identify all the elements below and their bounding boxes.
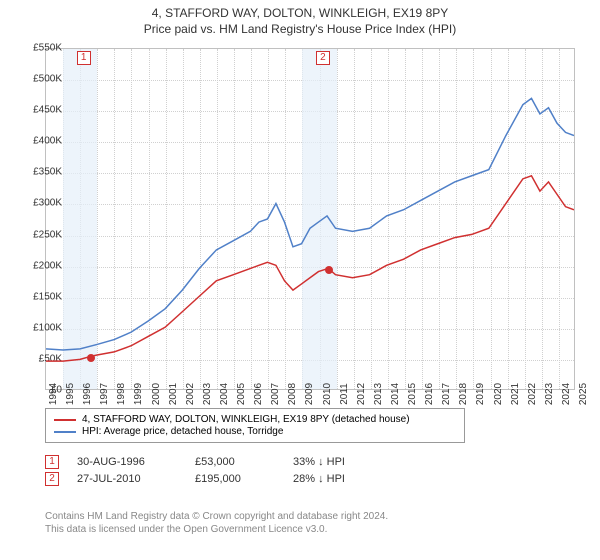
legend-item: 4, STAFFORD WAY, DOLTON, WINKLEIGH, EX19… (54, 414, 456, 425)
chart-container: 4, STAFFORD WAY, DOLTON, WINKLEIGH, EX19… (0, 0, 600, 560)
legend: 4, STAFFORD WAY, DOLTON, WINKLEIGH, EX19… (45, 408, 465, 443)
sales-hpi-delta: 33% ↓ HPI (293, 456, 383, 468)
x-axis-label: 2025 (578, 383, 589, 405)
chart-lines (46, 49, 574, 389)
sales-row: 1 30-AUG-1996 £53,000 33% ↓ HPI (45, 455, 383, 469)
sales-marker: 2 (45, 472, 59, 486)
title-area: 4, STAFFORD WAY, DOLTON, WINKLEIGH, EX19… (0, 0, 600, 36)
sales-date: 27-JUL-2010 (77, 473, 177, 485)
legend-label: 4, STAFFORD WAY, DOLTON, WINKLEIGH, EX19… (82, 414, 410, 425)
legend-label: HPI: Average price, detached house, Torr… (82, 426, 283, 437)
sale-point (325, 266, 333, 274)
legend-swatch (54, 419, 76, 421)
sales-row: 2 27-JUL-2010 £195,000 28% ↓ HPI (45, 472, 383, 486)
sales-date: 30-AUG-1996 (77, 456, 177, 468)
legend-item: HPI: Average price, detached house, Torr… (54, 426, 456, 437)
sales-marker: 1 (45, 455, 59, 469)
sales-price: £195,000 (195, 473, 275, 485)
series-hpi (46, 98, 574, 350)
sale-marker: 2 (316, 51, 330, 65)
sales-hpi-delta: 28% ↓ HPI (293, 473, 383, 485)
footer-line: Contains HM Land Registry data © Crown c… (45, 510, 388, 523)
plot-area: 12 (45, 48, 575, 390)
sales-price: £53,000 (195, 456, 275, 468)
chart-subtitle: Price paid vs. HM Land Registry's House … (0, 22, 600, 36)
legend-swatch (54, 431, 76, 433)
series-property (46, 176, 574, 361)
footer-line: This data is licensed under the Open Gov… (45, 523, 388, 536)
sale-marker: 1 (77, 51, 91, 65)
sale-point (87, 354, 95, 362)
sales-table: 1 30-AUG-1996 £53,000 33% ↓ HPI 2 27-JUL… (45, 452, 383, 489)
chart-title: 4, STAFFORD WAY, DOLTON, WINKLEIGH, EX19… (0, 6, 600, 20)
footer: Contains HM Land Registry data © Crown c… (45, 510, 388, 536)
